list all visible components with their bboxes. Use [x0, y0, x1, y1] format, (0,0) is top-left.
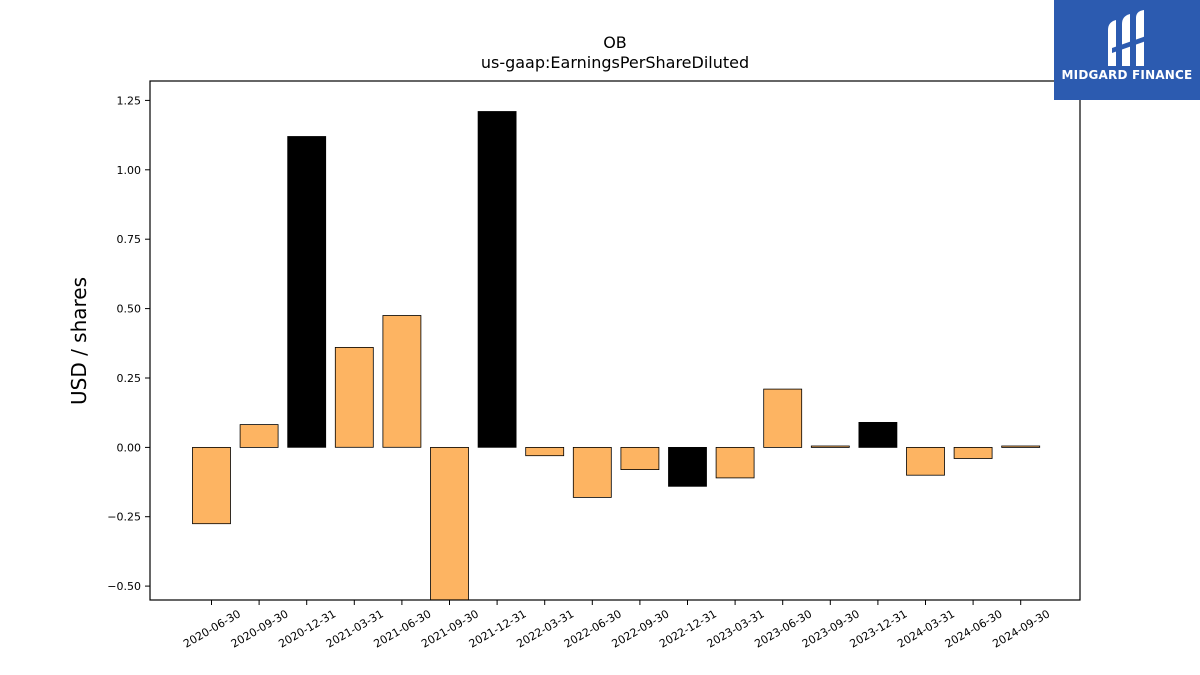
- chart-subtitle: us-gaap:EarningsPerShareDiluted: [481, 53, 749, 72]
- chart-title: OB: [603, 33, 627, 52]
- midgard-logo-icon: [1108, 10, 1146, 66]
- plot-frame: [149, 80, 1081, 601]
- bar-2021-03-31: [334, 346, 374, 448]
- y-tick-label: 1.00: [117, 164, 142, 177]
- bar-2023-03-31: [715, 446, 755, 479]
- ticks-layer: −0.50−0.250.000.250.500.751.001.252020-0…: [107, 94, 1052, 650]
- bar-2021-09-30: [430, 446, 469, 601]
- logo-text: MIDGARD FINANCE: [1061, 68, 1193, 82]
- y-tick-label: 0.75: [117, 233, 142, 246]
- bar-2022-12-31: [668, 446, 707, 487]
- bar-2024-06-30: [953, 446, 993, 459]
- bar-2022-06-30: [572, 446, 612, 498]
- y-tick-label: 0.00: [117, 441, 142, 454]
- bars-layer: [192, 111, 1041, 601]
- bar-2020-06-30: [192, 446, 231, 525]
- bar-2022-09-30: [620, 446, 660, 470]
- bar-2024-03-31: [906, 446, 945, 476]
- y-tick-label: 0.50: [117, 303, 142, 316]
- y-tick-label: 1.25: [117, 94, 142, 107]
- bar-2023-09-30: [810, 445, 850, 448]
- bar-2023-12-31: [858, 421, 898, 448]
- bar-2020-09-30: [239, 424, 279, 448]
- bar-2023-06-30: [763, 388, 803, 448]
- y-tick-label: −0.50: [107, 580, 141, 593]
- bar-2021-12-31: [477, 111, 517, 448]
- midgard-finance-logo: MIDGARD FINANCE: [1054, 0, 1200, 100]
- y-tick-label: 0.25: [117, 372, 142, 385]
- bar-2021-06-30: [382, 315, 422, 448]
- y-tick-label: −0.25: [107, 511, 141, 524]
- bar-2022-03-31: [525, 446, 565, 457]
- y-axis-label: USD / shares: [67, 277, 91, 405]
- bar-2020-12-31: [287, 136, 327, 448]
- bar-2024-09-30: [1001, 445, 1041, 448]
